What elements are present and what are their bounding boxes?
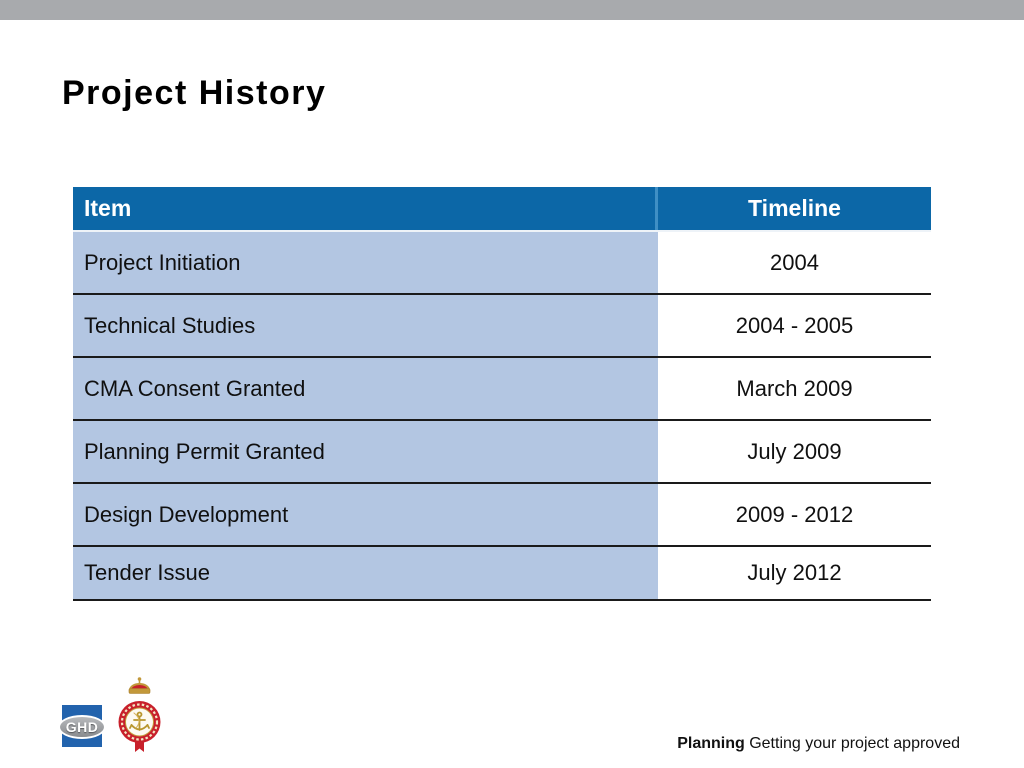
- table-row: Tender Issue July 2012: [73, 547, 931, 601]
- timeline-cell: March 2009: [658, 358, 931, 419]
- table-row: Planning Permit Granted July 2009: [73, 421, 931, 484]
- item-cell: Project Initiation: [73, 232, 658, 293]
- item-cell: Design Development: [73, 484, 658, 545]
- top-gray-band: [0, 0, 1024, 20]
- royal-crest-anchor-icon: [116, 676, 163, 760]
- item-cell: Planning Permit Granted: [73, 421, 658, 482]
- footer-tagline-text: Getting your project approved: [744, 735, 960, 752]
- column-header-item: Item: [84, 195, 132, 221]
- table-row: CMA Consent Granted March 2009: [73, 358, 931, 421]
- footer-tagline-brand: Planning: [677, 735, 745, 752]
- project-history-table: Item Timeline Project Initiation 2004 Te…: [73, 187, 931, 601]
- item-cell: Tender Issue: [73, 547, 658, 599]
- column-divider: [655, 187, 658, 230]
- ghd-logo: GHD: [58, 705, 106, 747]
- table-row: Design Development 2009 - 2012: [73, 484, 931, 547]
- item-cell: CMA Consent Granted: [73, 358, 658, 419]
- timeline-cell: July 2009: [658, 421, 931, 482]
- table-row: Technical Studies 2004 - 2005: [73, 295, 931, 358]
- item-cell: Technical Studies: [73, 295, 658, 356]
- ghd-logo-text: GHD: [65, 719, 99, 735]
- page-title: Project History: [62, 74, 327, 112]
- timeline-cell: 2009 - 2012: [658, 484, 931, 545]
- ghd-logo-ellipse: GHD: [58, 715, 106, 739]
- table-header-row: Item Timeline: [73, 187, 931, 232]
- column-header-timeline: Timeline: [748, 195, 841, 221]
- table-row: Project Initiation 2004: [73, 232, 931, 295]
- footer-tagline: Planning Getting your project approved: [677, 735, 960, 753]
- timeline-cell: July 2012: [658, 547, 931, 599]
- timeline-cell: 2004 - 2005: [658, 295, 931, 356]
- timeline-cell: 2004: [658, 232, 931, 293]
